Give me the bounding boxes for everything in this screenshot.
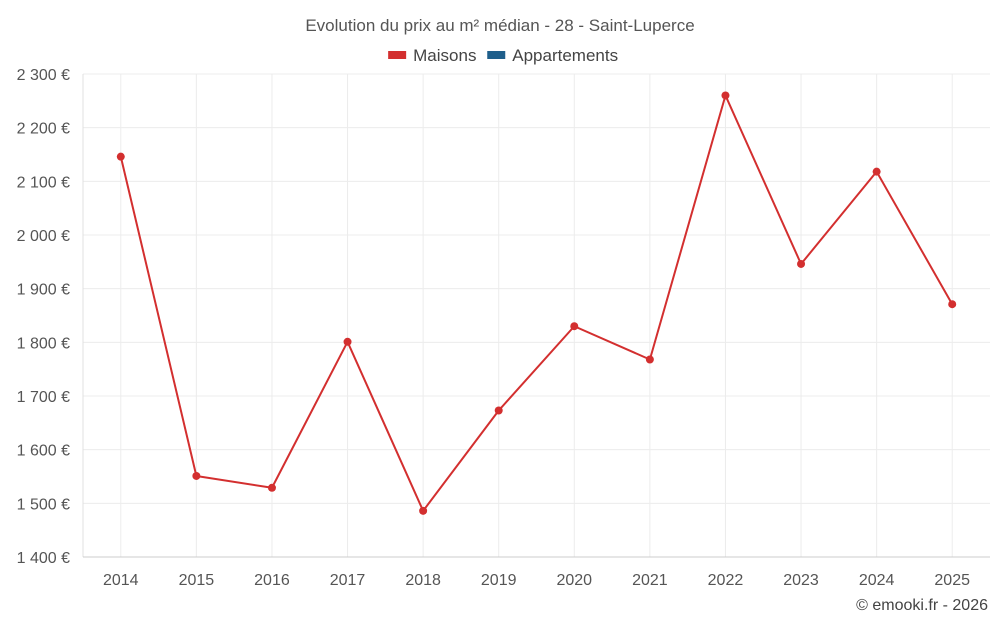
y-tick-label: 1 600 € [17, 443, 70, 460]
y-tick-label: 2 300 € [17, 67, 70, 84]
y-axis: 1 400 € 1 500 € 1 600 € 1 700 € 1 800 € 1 900… [17, 67, 84, 567]
series-layer [116, 91, 957, 515]
chart-title: Evolution du prix au m² médian - 28 - Sa… [305, 16, 694, 35]
legend-label: Maisons [413, 46, 476, 65]
x-tick-label: 2014 [103, 572, 139, 589]
legend-label: Appartements [512, 46, 618, 65]
y-tick-label: 2 100 € [17, 174, 70, 191]
data-point [192, 471, 201, 480]
x-tick-label: 2024 [859, 572, 895, 589]
series-line-maisons [119, 94, 954, 512]
x-tick-label: 2016 [254, 572, 290, 589]
x-tick-label: 2020 [556, 572, 592, 589]
x-tick-label: 2019 [481, 572, 517, 589]
data-point [570, 322, 579, 331]
x-tick-label: 2022 [708, 572, 744, 589]
grid [83, 73, 990, 558]
y-tick-label: 2 000 € [17, 228, 70, 245]
y-tick-label: 1 800 € [17, 335, 70, 352]
data-point [116, 152, 125, 161]
credit-text: © emooki.fr - 2026 [856, 597, 988, 614]
data-point [494, 406, 503, 415]
x-tick-label: 2017 [330, 572, 366, 589]
legend-swatch-appartements [487, 51, 506, 59]
y-tick-label: 1 700 € [17, 389, 70, 406]
x-tick-label: 2018 [405, 572, 441, 589]
x-axis: 2014 2015 2016 2017 2018 2019 2020 2021 2022 2023… [83, 556, 990, 589]
legend-swatch-maisons [388, 51, 407, 59]
data-point [721, 91, 730, 100]
data-point [645, 355, 654, 364]
x-tick-label: 2023 [783, 572, 819, 589]
data-point [419, 506, 428, 515]
x-tick-label: 2015 [179, 572, 215, 589]
y-tick-label: 1 500 € [17, 496, 70, 513]
data-point [343, 337, 352, 346]
y-tick-label: 1 400 € [17, 550, 70, 567]
y-tick-label: 2 200 € [17, 121, 70, 138]
data-point [948, 300, 957, 309]
data-point [267, 483, 276, 492]
x-tick-label: 2021 [632, 572, 668, 589]
data-point [797, 259, 806, 268]
y-tick-label: 1 900 € [17, 282, 70, 299]
legend: Maisons Appartements [388, 46, 618, 65]
x-tick-label: 2025 [934, 572, 970, 589]
data-point [872, 167, 881, 176]
